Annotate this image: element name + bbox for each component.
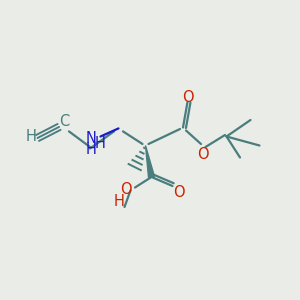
Text: O: O [183, 90, 194, 105]
Text: H: H [26, 129, 37, 144]
Text: H: H [94, 136, 105, 151]
Text: O: O [173, 185, 185, 200]
Polygon shape [146, 146, 154, 178]
Text: O: O [120, 182, 132, 196]
Text: O: O [197, 147, 208, 162]
Text: C: C [59, 114, 70, 129]
Text: H: H [86, 142, 97, 158]
Text: N: N [86, 130, 97, 146]
Text: H: H [114, 194, 124, 209]
